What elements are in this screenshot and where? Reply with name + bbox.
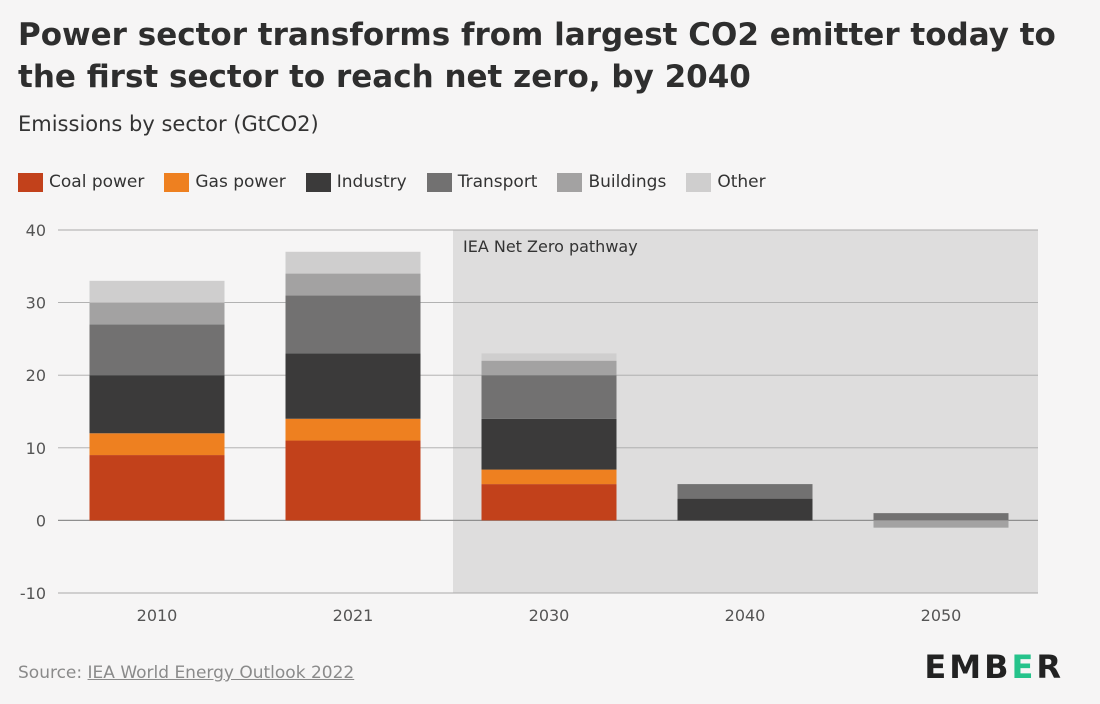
- chart-title: Power sector transforms from largest CO2…: [18, 17, 1056, 95]
- legend-swatch-gas-power: [164, 172, 190, 192]
- bar-transport-2040: [677, 484, 813, 499]
- logo-text-start: EMB: [924, 648, 1012, 686]
- bar-transport-2050: [873, 513, 1009, 521]
- legend-label-industry: Industry: [336, 172, 407, 192]
- legend-item-other: Other: [686, 172, 766, 192]
- legend-label-gas-power: Gas power: [195, 172, 286, 192]
- logo-text-accent: E: [1011, 648, 1037, 686]
- legend-label-buildings: Buildings: [588, 172, 667, 192]
- legend-item-transport: Transport: [426, 172, 538, 192]
- bar-coal-power-2030: [481, 484, 617, 521]
- bar-industry-2040: [677, 498, 813, 521]
- bar-gas-power-2030: [481, 469, 617, 485]
- y-tick-label-0: 0: [36, 511, 46, 530]
- legend-swatch-industry: [305, 172, 331, 192]
- y-tick-label-40: 40: [26, 221, 46, 240]
- legend-item-buildings: Buildings: [557, 172, 666, 192]
- legend-item-gas-power: Gas power: [164, 172, 286, 192]
- bar-transport-2030: [481, 375, 617, 419]
- legend-swatch-other: [686, 172, 712, 192]
- bar-industry-2021: [285, 353, 421, 419]
- ember-logo: EMBER: [924, 648, 1064, 686]
- y-tick-label--10: -10: [20, 584, 46, 603]
- bar-gas-power-2021: [285, 418, 421, 441]
- logo-text-end: R: [1036, 648, 1064, 686]
- source-prefix: Source:: [18, 663, 88, 683]
- legend-swatch-coal-power: [18, 172, 43, 192]
- bar-other-2030: [481, 353, 617, 361]
- bar-other-2010: [89, 280, 225, 303]
- bar-other-2021: [285, 251, 421, 274]
- bar-buildings-2050: [873, 520, 1009, 528]
- legend-label-coal-power: Coal power: [49, 172, 145, 192]
- legend-label-transport: Transport: [457, 172, 538, 192]
- x-tick-label-2030: 2030: [529, 606, 570, 625]
- bar-coal-power-2021: [285, 440, 421, 521]
- legend-swatch-transport: [426, 172, 452, 192]
- legend-label-other: Other: [717, 172, 766, 192]
- bar-transport-2010: [89, 324, 225, 376]
- x-tick-label-2021: 2021: [333, 606, 374, 625]
- bar-transport-2021: [285, 295, 421, 354]
- source-note: Source: IEA World Energy Outlook 2022: [18, 663, 354, 683]
- y-tick-label-10: 10: [26, 439, 46, 458]
- x-tick-label-2040: 2040: [725, 606, 766, 625]
- x-tick-label-2010: 2010: [137, 606, 178, 625]
- bar-coal-power-2010: [89, 455, 225, 521]
- source-link[interactable]: IEA World Energy Outlook 2022: [87, 663, 355, 683]
- legend-item-industry: Industry: [305, 172, 407, 192]
- legend-item-coal-power: Coal power: [18, 172, 144, 192]
- bar-industry-2010: [89, 375, 225, 434]
- legend-swatch-buildings: [557, 172, 583, 192]
- bar-buildings-2021: [285, 273, 421, 296]
- chart-subtitle: Emissions by sector (GtCO2): [18, 112, 319, 136]
- net-zero-region-label: IEA Net Zero pathway: [463, 237, 638, 256]
- bar-buildings-2010: [89, 302, 225, 325]
- bar-gas-power-2010: [89, 433, 225, 456]
- y-tick-label-30: 30: [26, 294, 46, 313]
- bar-industry-2030: [481, 418, 617, 470]
- x-tick-label-2050: 2050: [921, 606, 962, 625]
- y-tick-label-20: 20: [26, 366, 46, 385]
- bar-buildings-2030: [481, 360, 617, 376]
- legend: Coal power Gas power Industry Transport …: [18, 172, 786, 192]
